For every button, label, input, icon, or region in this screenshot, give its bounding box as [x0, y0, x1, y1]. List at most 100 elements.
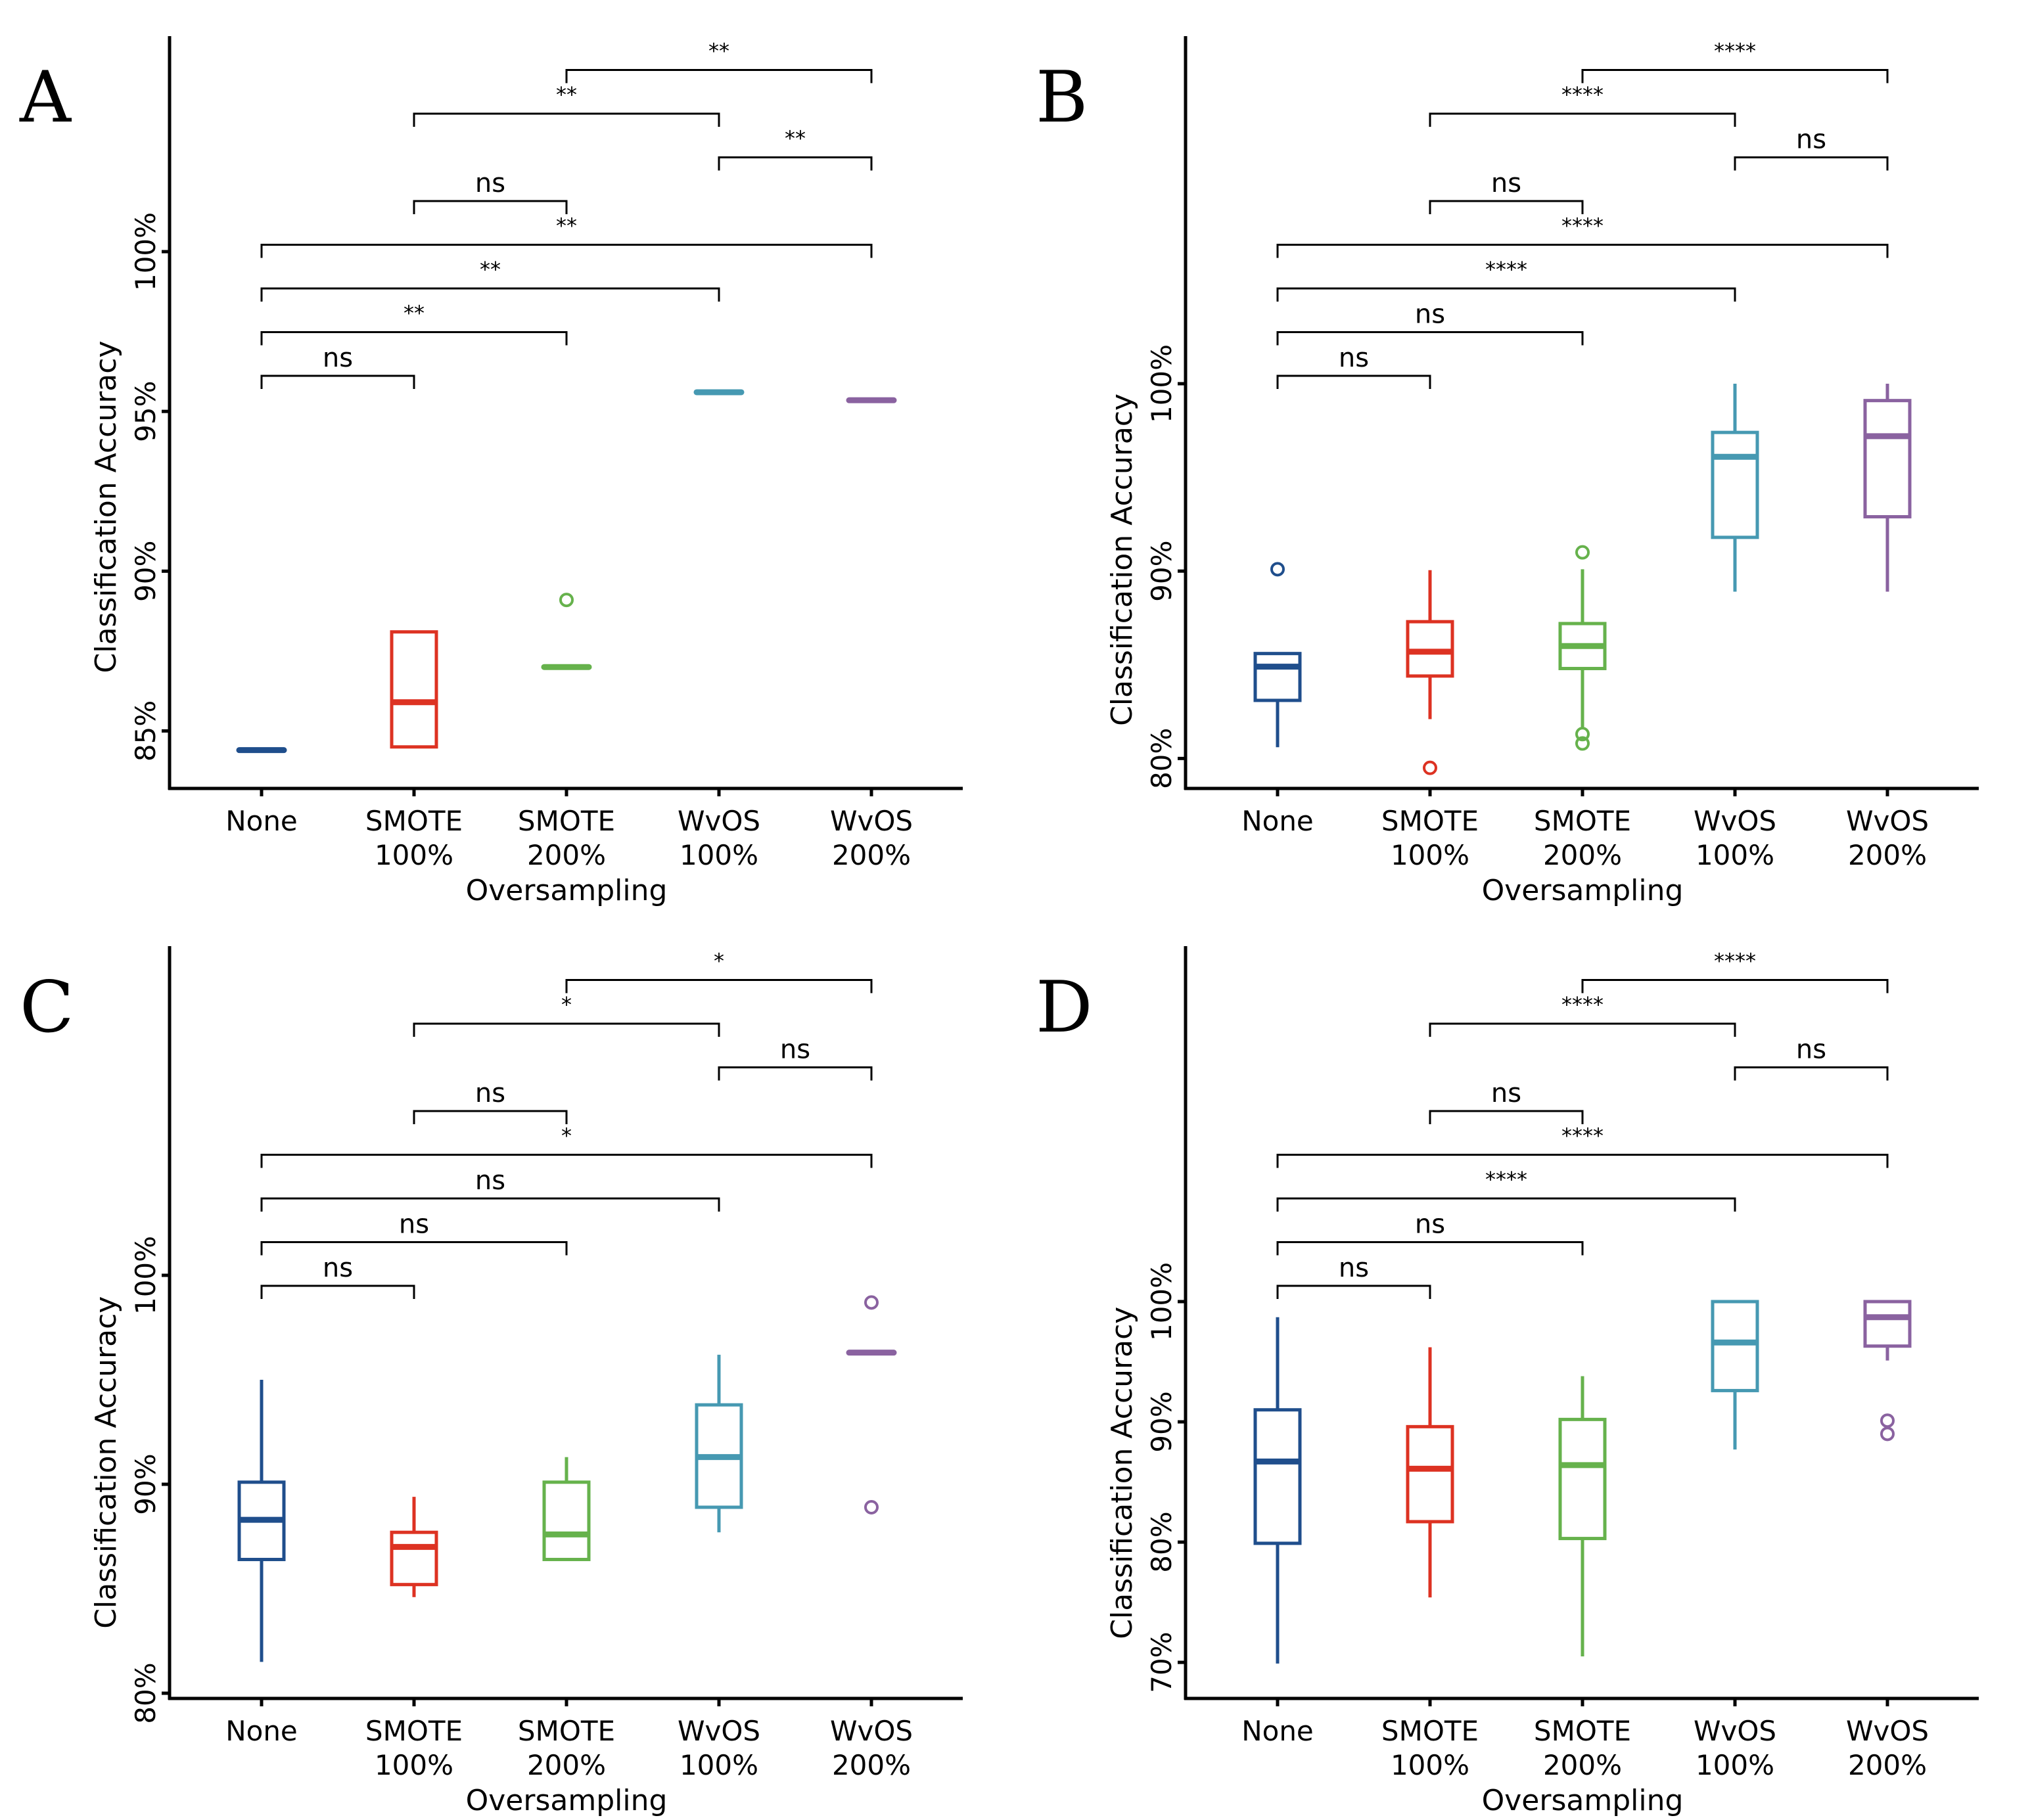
bracket-line — [260, 244, 873, 258]
significance-label: ns — [1339, 343, 1369, 373]
box-smote-100 — [1406, 1347, 1454, 1598]
iqr-box — [1253, 652, 1302, 702]
y-axis-title: Classification Accuracy — [1105, 394, 1139, 726]
significance-bracket: ns — [1276, 343, 1431, 389]
x-tick-label: SMOTE — [365, 1715, 463, 1747]
bracket-line — [1429, 1110, 1584, 1124]
significance-bracket: **** — [1276, 214, 1889, 258]
x-axis-title: Oversampling — [1482, 874, 1684, 907]
y-tick-label: 80% — [1145, 1511, 1178, 1572]
significance-bracket: **** — [1581, 39, 1889, 83]
significance-bracket: **** — [1276, 1124, 1889, 1168]
box-wvos-100 — [695, 1354, 743, 1533]
panel-letter: D — [1036, 967, 1093, 1049]
bracket-line — [260, 1197, 720, 1212]
significance-label: ns — [399, 1210, 429, 1240]
bracket-line — [260, 287, 720, 302]
x-tick-label: 100% — [1696, 839, 1774, 871]
bracket-line — [413, 112, 720, 127]
panel-a: A 85% 90% 95% 100% Classification Accuracy Non… — [19, 36, 963, 907]
significance-bracket: ** — [565, 39, 873, 83]
significance-bracket: ** — [260, 257, 720, 302]
outlier-point — [1575, 736, 1590, 751]
bracket-line — [565, 69, 873, 83]
x-tick-label: 100% — [1391, 1749, 1469, 1781]
outlier-point — [559, 593, 574, 608]
x-tick-label: SMOTE — [1381, 1715, 1479, 1747]
iqr-box — [390, 630, 438, 749]
y-tick-label: 80% — [129, 1662, 162, 1723]
significance-label: ns — [1339, 1253, 1369, 1283]
significance-label: * — [561, 992, 572, 1017]
iqr-box — [542, 1480, 591, 1562]
significance-label: ns — [1796, 1035, 1826, 1065]
bracket-line — [718, 156, 873, 171]
significance-bracket: * — [413, 992, 720, 1037]
outlier-point — [1880, 1413, 1895, 1428]
significance-bracket: ns — [1734, 1035, 1889, 1081]
iqr-box — [1863, 399, 1912, 518]
significance-label: ns — [1491, 1078, 1521, 1108]
bracket-line — [1276, 1197, 1736, 1212]
y-axis-title: Classification Accuracy — [1105, 1307, 1139, 1639]
iqr-box — [1711, 430, 1759, 539]
outlier-point — [864, 1500, 879, 1515]
x-tick-label: SMOTE — [518, 1715, 615, 1747]
significance-label: ns — [475, 1078, 505, 1108]
x-tick-label: 200% — [1848, 1749, 1927, 1781]
box-wvos-100 — [1711, 384, 1759, 592]
x-tick-label: 200% — [1848, 839, 1927, 871]
significance-bracket: ns — [1734, 125, 1889, 171]
x-axis-title: Oversampling — [466, 1784, 668, 1817]
x-tick-label: WvOS — [678, 1715, 760, 1747]
significance-label: ns — [475, 168, 505, 198]
bracket-line — [1276, 1241, 1584, 1256]
significance-bracket: **** — [1581, 949, 1889, 993]
bracket-line — [260, 1154, 873, 1168]
significance-label: ns — [1796, 125, 1826, 155]
significance-label: * — [561, 1124, 572, 1149]
significance-bracket: * — [565, 949, 873, 993]
significance-bracket: ** — [260, 301, 568, 346]
significance-bracket: ** — [413, 82, 720, 127]
outlier-point — [864, 1295, 879, 1310]
significance-label: **** — [1561, 214, 1604, 239]
significance-label: ns — [1415, 1210, 1445, 1240]
iqr-box — [1406, 1424, 1454, 1524]
significance-label: ** — [556, 82, 577, 107]
box-none — [1253, 562, 1302, 748]
x-tick-label: None — [1241, 805, 1314, 837]
outlier-point — [1575, 727, 1590, 742]
box-smote-200 — [541, 593, 592, 670]
y-tick-label: 80% — [1145, 728, 1178, 789]
bracket-line — [718, 1066, 873, 1081]
significance-label: ** — [708, 39, 729, 64]
significance-label: **** — [1561, 82, 1604, 107]
significance-label: ns — [780, 1035, 810, 1065]
x-tick-label: 200% — [1543, 839, 1622, 871]
iqr-box — [1558, 1417, 1607, 1541]
box-wvos-200 — [846, 1295, 897, 1515]
bracket-line — [1429, 1022, 1736, 1037]
x-tick-label: WvOS — [830, 805, 913, 837]
significance-bracket: ns — [260, 1166, 720, 1212]
box-smote-200 — [1558, 545, 1607, 751]
bracket-line — [1276, 1285, 1431, 1299]
outlier-point — [1880, 1426, 1895, 1442]
outlier-point — [1270, 562, 1285, 577]
box-none — [1253, 1317, 1302, 1664]
x-axis-title: Oversampling — [1482, 1784, 1684, 1817]
x-axis-title: Oversampling — [466, 874, 668, 907]
x-tick-label: 100% — [375, 839, 453, 871]
box-smote-100 — [390, 630, 438, 749]
bracket-line — [1276, 1154, 1889, 1168]
significance-bracket: ns — [260, 1210, 568, 1256]
x-tick-label: SMOTE — [1534, 805, 1631, 837]
x-tick-label: None — [225, 1715, 298, 1747]
bracket-line — [260, 1285, 415, 1299]
x-tick-label: None — [225, 805, 298, 837]
significance-bracket: ns — [1276, 1253, 1431, 1299]
box-smote-100 — [390, 1497, 438, 1597]
